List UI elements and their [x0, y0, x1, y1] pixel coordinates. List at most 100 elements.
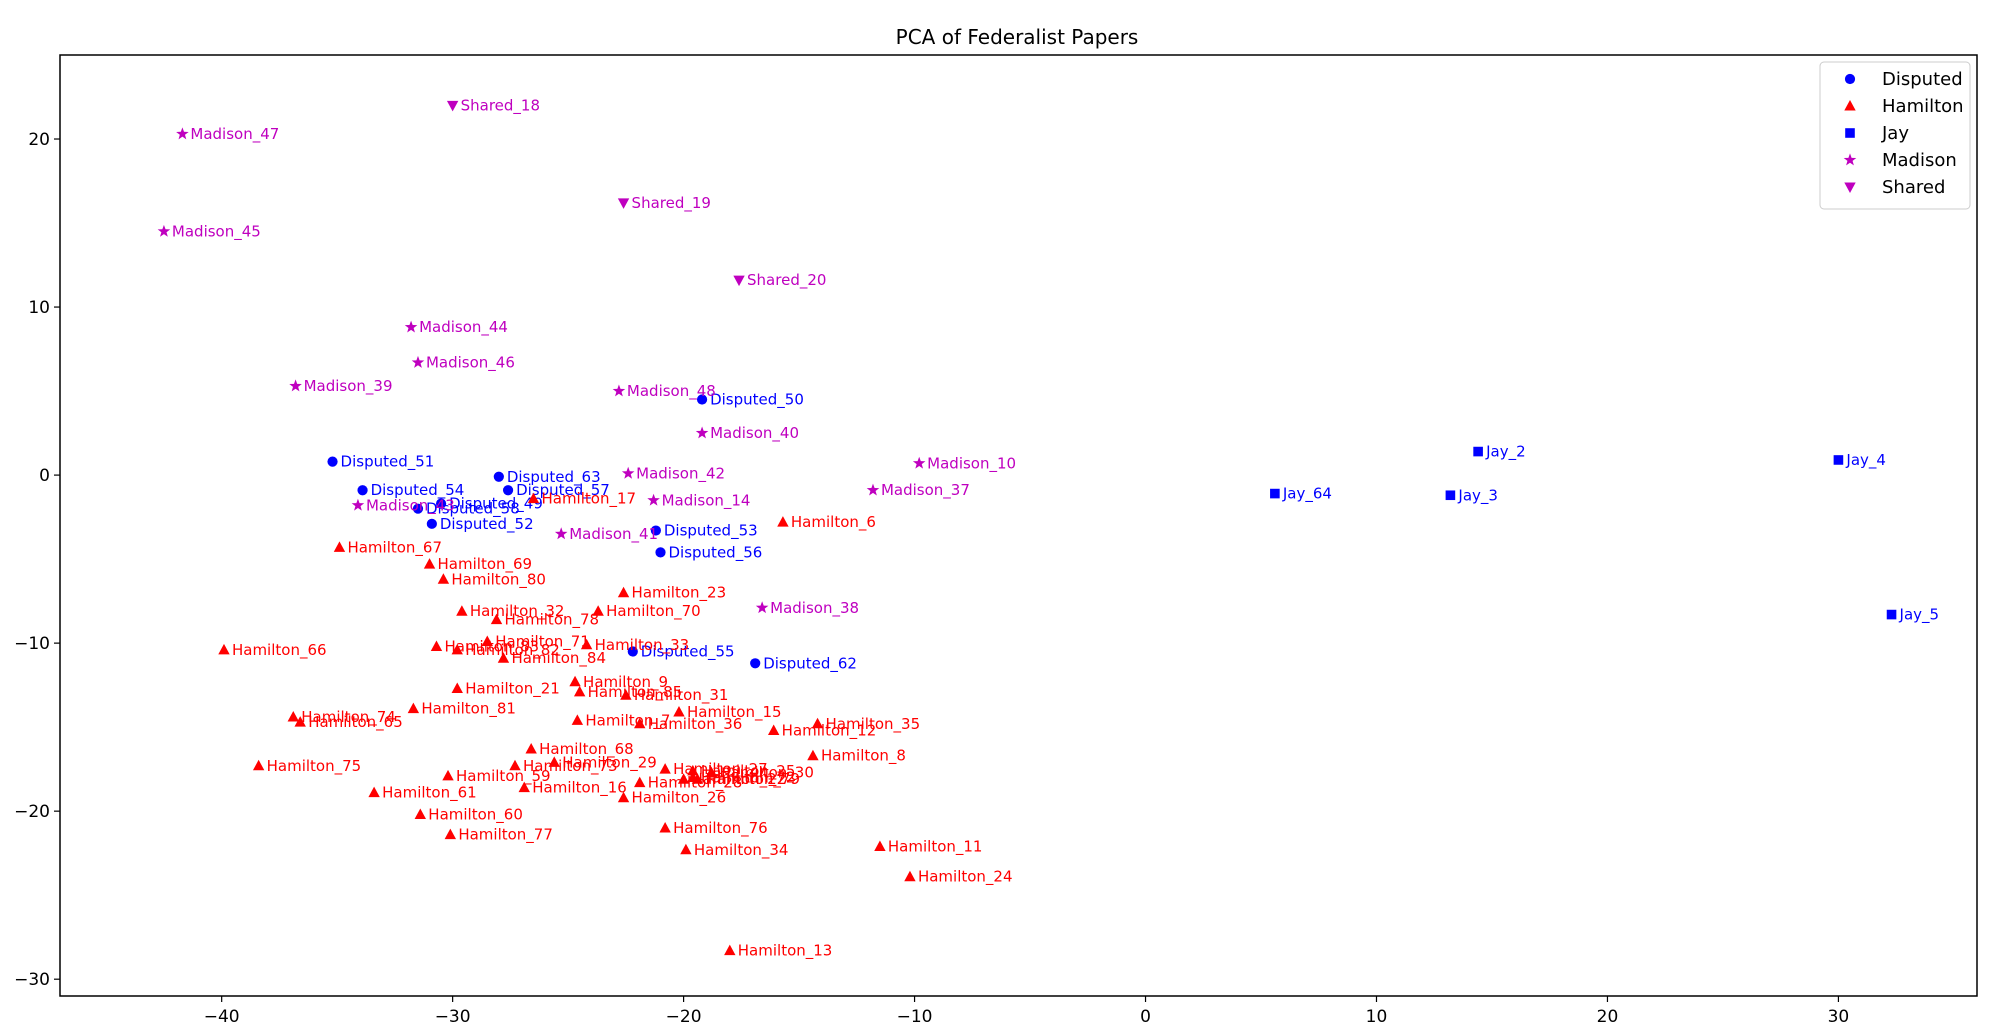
axis-ticks: −40 −30 −20 −10 0 10 20 30 −30 −20 −10 0 10 20	[14, 130, 1849, 1027]
data-point	[811, 717, 824, 729]
data-point	[705, 766, 718, 778]
data-point	[287, 711, 299, 722]
series-shared: Shared_18 Shared_19 Shared_20	[446, 96, 826, 290]
legend-label: Madison	[1882, 150, 1957, 171]
data-point	[904, 870, 916, 882]
data-point	[333, 541, 346, 552]
point-label: Hamilton_27	[673, 760, 768, 779]
legend-box	[1819, 61, 1971, 210]
data-point	[1833, 455, 1844, 465]
y-tick-label: 20	[28, 130, 50, 150]
data-point	[777, 516, 789, 527]
x-tick-label: −20	[666, 1007, 702, 1027]
point-label: Disputed_52	[440, 515, 534, 534]
data-point	[509, 759, 521, 771]
data-point	[1473, 446, 1483, 457]
data-point	[733, 275, 745, 287]
point-label: Hamilton_23	[632, 584, 727, 603]
data-point	[691, 773, 704, 784]
point-label: Hamilton_81	[421, 700, 516, 719]
point-label: Hamilton_82	[465, 641, 560, 660]
data-point	[411, 355, 425, 368]
y-tick-label: −30	[14, 970, 50, 990]
point-label: Madison_37	[881, 481, 970, 500]
point-label: Hamilton_61	[382, 784, 477, 803]
legend-label: Shared	[1882, 177, 1945, 198]
data-point	[620, 689, 632, 700]
point-label: Hamilton_36	[648, 715, 743, 734]
point-label: Hamilton_73	[523, 757, 618, 776]
x-tick-label: 10	[1366, 1007, 1388, 1027]
point-label: Disputed_49	[449, 495, 543, 514]
data-point	[456, 605, 468, 616]
point-label: Hamilton_9	[583, 673, 668, 692]
data-point	[502, 485, 514, 496]
data-point	[218, 643, 230, 655]
point-label: Hamilton_71	[495, 632, 590, 651]
data-point	[518, 781, 530, 793]
data-point	[446, 100, 459, 112]
x-tick-label: −30	[435, 1007, 471, 1027]
data-point	[289, 379, 302, 392]
data-point	[1270, 488, 1280, 499]
x-tick-label: 0	[1140, 1007, 1151, 1027]
data-point	[750, 658, 761, 669]
x-tick-label: 20	[1597, 1007, 1619, 1027]
data-point	[548, 756, 560, 767]
point-label: Hamilton_84	[511, 649, 606, 668]
point-label: Hamilton_79	[705, 770, 800, 789]
point-label: Jay_2	[1485, 443, 1526, 462]
data-point	[807, 749, 819, 761]
data-point	[527, 492, 540, 504]
series-hamilton: Hamilton_6 Hamilton_7 Hamilton_8 Hamilton_9…	[218, 490, 1013, 961]
point-label: Madison_48	[627, 382, 716, 401]
data-point	[430, 640, 443, 651]
legend-marker	[1844, 100, 1856, 111]
point-label: Hamilton_78	[505, 611, 600, 630]
data-point	[634, 776, 646, 788]
data-point	[659, 821, 671, 833]
data-point	[426, 518, 437, 529]
data-point	[351, 498, 365, 511]
data-point	[621, 466, 635, 479]
point-label: Hamilton_12	[782, 722, 877, 741]
data-point	[696, 394, 708, 405]
data-point	[655, 547, 666, 558]
data-point	[497, 652, 510, 663]
legend-label: Jay	[1881, 123, 1909, 144]
point-label: Hamilton_13	[738, 942, 833, 961]
data-point	[680, 843, 692, 855]
data-point	[442, 769, 454, 781]
data-point	[673, 706, 685, 717]
point-label: Hamilton_21	[465, 679, 560, 698]
point-label: Hamilton_24	[918, 868, 1013, 887]
point-label: Madison_10	[927, 454, 1016, 473]
data-point	[912, 456, 926, 469]
data-point	[687, 764, 699, 776]
point-label: Hamilton_83	[444, 637, 539, 656]
point-label: Madison_46	[426, 354, 515, 373]
data-point	[874, 840, 886, 851]
data-point	[767, 724, 780, 736]
y-tick-label: −10	[14, 634, 50, 654]
data-point	[451, 682, 463, 693]
point-label: Madison_45	[172, 222, 261, 241]
data-point	[580, 638, 593, 650]
data-point	[569, 675, 581, 687]
y-tick-label: 10	[28, 298, 50, 318]
data-point	[435, 498, 447, 509]
point-label: Madison_40	[710, 424, 799, 443]
data-point	[368, 786, 380, 798]
legend-marker	[1845, 128, 1855, 138]
legend-marker	[1844, 182, 1856, 193]
data-point	[157, 224, 171, 237]
legend-marker	[1843, 153, 1857, 166]
data-point	[617, 791, 630, 803]
y-tick-label: −20	[14, 802, 50, 822]
point-label: Madison_41	[569, 525, 658, 544]
point-label: Disputed_50	[710, 390, 804, 409]
point-label: Jay_4	[1845, 451, 1886, 470]
data-point	[724, 944, 736, 956]
data-point	[423, 558, 436, 569]
series-disputed: Disputed_49 Disputed_50 Disputed_51 Dispute…	[327, 390, 857, 673]
